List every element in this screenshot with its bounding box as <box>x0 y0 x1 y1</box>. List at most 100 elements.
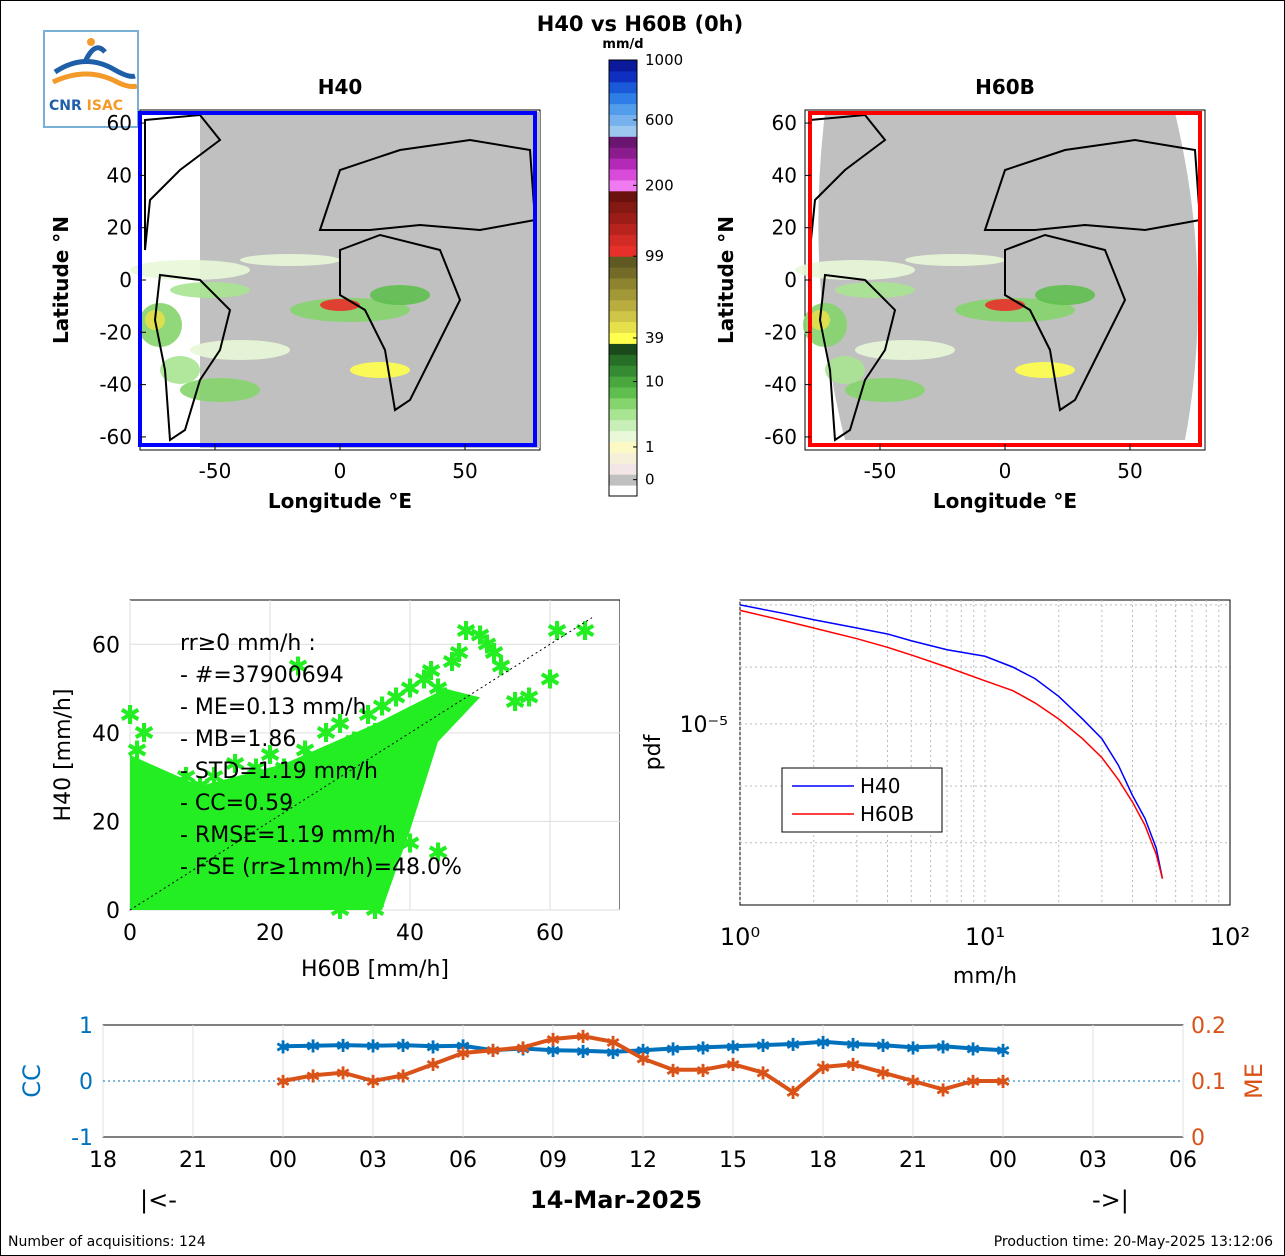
map-ytick-label: 0 <box>784 268 797 292</box>
ts-xtick-label: 18 <box>809 1148 837 1173</box>
scatter-point: ✱ <box>126 737 148 767</box>
ts-left-ylabel: CC <box>18 1064 46 1098</box>
colorbar-swatch <box>609 245 637 257</box>
ts-xtick-label: 15 <box>719 1148 747 1173</box>
precip-area <box>160 356 200 384</box>
map-title: H60B <box>975 75 1035 99</box>
south-america-outline <box>818 273 897 442</box>
map-xtick-label: -50 <box>199 459 232 483</box>
precip-area <box>1015 362 1075 378</box>
ts-series-marker: ✱ <box>995 1072 1010 1093</box>
ts-series-marker: ✱ <box>395 1036 410 1057</box>
colorbar-swatch <box>609 430 637 442</box>
colorbar-swatch <box>609 212 637 224</box>
ts-series-line <box>282 1039 1004 1054</box>
ts-series-marker: ✱ <box>455 1044 470 1065</box>
precip-area <box>1035 285 1095 305</box>
scatter-point: ✱ <box>427 838 449 868</box>
scatter-point: ✱ <box>399 830 421 860</box>
scatter-point: ✱ <box>518 683 540 713</box>
pdf-plot: 10⁰ 10¹ 10² 10⁻⁵ mm/h pdf H40 H60B <box>641 599 1250 989</box>
colorbar-swatch <box>609 114 637 126</box>
ts-series-marker: ✱ <box>425 1037 440 1058</box>
colorbar-swatch <box>609 463 637 475</box>
map-ytick-label: -20 <box>764 320 797 344</box>
ts-series-marker: ✱ <box>635 1050 650 1071</box>
scatter-xtick-label: 60 <box>536 921 564 946</box>
ts-series-line <box>282 1034 1003 1095</box>
ts-series-marker: ✱ <box>485 1041 500 1062</box>
colorbar-swatch <box>609 81 637 94</box>
scatter-point: ✱ <box>343 728 365 758</box>
scatter-xtick-label: 0 <box>123 921 137 946</box>
scatter-point: ✱ <box>189 772 211 802</box>
ts-series-marker: ✱ <box>305 1037 320 1058</box>
timeseries-plot: 18 21 00 03 06 09 12 15 18 21 00 03 06 1 0 -1 0.2 0.1 0 CC M… <box>18 1014 1268 1173</box>
colorbar-swatch <box>609 223 637 235</box>
ts-xtick-label: 18 <box>89 1148 117 1173</box>
scatter-stat-line: - ME=0.13 mm/h <box>180 695 366 720</box>
pdf-legend-label: H40 <box>860 774 901 798</box>
scatter-point: ✱ <box>546 617 568 647</box>
nav-next[interactable]: ->| <box>1092 1186 1129 1214</box>
colorbar-swatch <box>609 452 637 464</box>
ts-series-marker: ✱ <box>935 1080 950 1101</box>
scatter-xtick-label: 20 <box>256 921 284 946</box>
precip-area <box>985 299 1025 311</box>
ts-series-marker: ✱ <box>815 1058 830 1079</box>
scatter-point: ✱ <box>364 896 386 926</box>
map-xtick-label: -50 <box>864 459 897 483</box>
logo: CNR ISAC <box>43 30 139 128</box>
logo-text-cnr: CNR <box>49 98 82 114</box>
scatter-point: ✱ <box>490 652 512 682</box>
domain-box <box>138 111 537 447</box>
ts-series-marker: ✱ <box>785 1035 800 1056</box>
ts-series-marker: ✱ <box>725 1037 740 1058</box>
precip-area <box>180 378 260 402</box>
precip-area <box>190 340 290 360</box>
map-title: H40 <box>318 75 363 99</box>
colorbar-tick-label: 99 <box>645 247 664 265</box>
ts-series-marker: ✱ <box>935 1037 950 1058</box>
page-title: H40 vs H60B (0h) <box>536 12 744 36</box>
scatter-point: ✱ <box>364 719 386 749</box>
colorbar-unit: mm/d <box>602 37 643 52</box>
scatter-ytick-label: 60 <box>92 633 120 658</box>
scatter-point: ✱ <box>175 763 197 793</box>
ts-series-marker: ✱ <box>725 1055 740 1076</box>
map-ytick-label: -40 <box>764 373 797 397</box>
colorbar-swatch <box>609 179 637 192</box>
colorbar-swatch <box>609 299 637 312</box>
ts-left-tick-label: -1 <box>71 1126 93 1151</box>
colorbar-tick-label: 1 <box>645 438 655 456</box>
map-ytick-label: 40 <box>772 163 797 187</box>
ts-xtick-label: 06 <box>449 1148 477 1173</box>
colorbar-border <box>608 59 638 497</box>
colorbar: mm/d 0 1 10 39 99 200 600 1000 <box>602 37 683 497</box>
ts-series-marker: ✱ <box>365 1072 380 1093</box>
scatter-point: ✱ <box>455 617 477 647</box>
ts-xtick-label: 00 <box>989 1148 1017 1173</box>
scatter-point: ✱ <box>287 652 309 682</box>
ts-series-marker: ✱ <box>665 1040 680 1061</box>
ts-series-marker: ✱ <box>965 1040 980 1061</box>
colorbar-swatch <box>609 387 637 399</box>
footer-production-time: Production time: 20-May-2025 13:12:06 <box>993 1234 1273 1250</box>
pdf-xtick-label: 10¹ <box>965 923 1005 951</box>
colorbar-swatch <box>609 278 637 290</box>
scatter-ytick-label: 40 <box>92 722 120 747</box>
ts-series-marker: ✱ <box>395 1066 410 1087</box>
ts-series-marker: ✱ <box>965 1072 980 1093</box>
colorbar-swatch <box>609 60 637 72</box>
scatter-point: ✱ <box>476 630 498 660</box>
map-xtick-label: 50 <box>452 459 477 483</box>
colorbar-swatch <box>609 343 637 355</box>
map-xtick-label: 50 <box>1117 459 1142 483</box>
ts-xtick-label: 06 <box>1169 1148 1197 1173</box>
nav-previous[interactable]: |<- <box>140 1186 177 1214</box>
scatter-point: ✱ <box>315 719 337 749</box>
eurasia-outline <box>318 138 537 232</box>
ts-series-marker: ✱ <box>605 1043 620 1064</box>
ts-series-marker: ✱ <box>995 1041 1010 1062</box>
